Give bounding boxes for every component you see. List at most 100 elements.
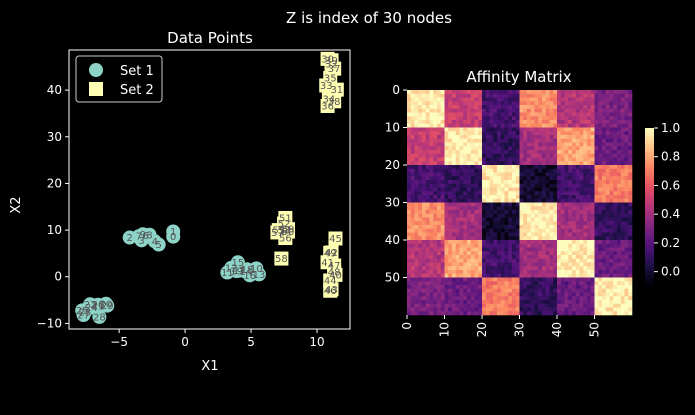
heatmap-cell bbox=[515, 157, 520, 162]
heatmap-cell bbox=[564, 285, 569, 290]
heatmap-cell bbox=[508, 138, 513, 143]
heatmap-cell bbox=[583, 135, 588, 140]
heatmap-cell bbox=[489, 105, 494, 110]
heatmap-cell bbox=[414, 273, 419, 278]
heatmap-cell bbox=[568, 285, 573, 290]
heatmap-cell bbox=[628, 157, 633, 162]
heatmap-cell bbox=[470, 120, 475, 125]
heatmap-cell bbox=[594, 187, 599, 192]
heatmap-cell bbox=[407, 292, 412, 297]
heatmap-cell bbox=[519, 217, 524, 222]
heatmap-cell bbox=[414, 180, 419, 185]
heatmap-cell bbox=[602, 292, 607, 297]
heatmap-cell bbox=[549, 240, 554, 245]
heatmap-cell bbox=[602, 180, 607, 185]
heatmap-cell bbox=[534, 120, 539, 125]
heatmap-cell bbox=[482, 221, 487, 226]
heatmap-cell bbox=[523, 288, 528, 293]
heatmap-cell bbox=[515, 131, 520, 136]
heatmap-cell bbox=[515, 296, 520, 301]
heatmap-cell bbox=[440, 277, 445, 282]
heatmap-cell bbox=[590, 262, 595, 267]
heatmap-cell bbox=[433, 258, 438, 263]
heatmap-cell bbox=[410, 296, 415, 301]
heatmap-cell bbox=[418, 228, 423, 233]
heatmap-cell bbox=[620, 146, 625, 151]
heatmap-cell bbox=[575, 206, 580, 211]
heatmap-cell bbox=[414, 153, 419, 158]
heatmap-cell bbox=[463, 232, 468, 237]
heatmap-cell bbox=[512, 303, 517, 308]
heatmap-cell bbox=[598, 176, 603, 181]
heatmap-cell bbox=[542, 161, 547, 166]
heatmap-cell bbox=[422, 187, 427, 192]
colorbar-segment bbox=[645, 154, 654, 158]
heatmap-cell bbox=[422, 236, 427, 241]
heatmap-cell bbox=[523, 165, 528, 170]
heatmap-cell bbox=[470, 127, 475, 132]
heatmap-cell bbox=[549, 210, 554, 215]
heatmap-cell bbox=[489, 232, 494, 237]
heatmap-cell bbox=[587, 221, 592, 226]
heatmap-cell bbox=[508, 236, 513, 241]
heatmap-cell bbox=[572, 112, 577, 117]
heatmap-cell bbox=[485, 296, 490, 301]
heatmap-cell bbox=[572, 108, 577, 113]
heatmap-cell bbox=[493, 150, 498, 155]
heatmap-cell bbox=[572, 247, 577, 252]
heatmap-cell bbox=[489, 168, 494, 173]
heatmap-cell bbox=[530, 247, 535, 252]
heatmap-cell bbox=[425, 123, 430, 128]
heatmap-cell bbox=[508, 266, 513, 271]
heatmap-cell bbox=[545, 232, 550, 237]
heatmap-cell bbox=[407, 93, 412, 98]
heatmap-cell bbox=[523, 206, 528, 211]
heatmap-cell bbox=[459, 150, 464, 155]
heatmap-cell bbox=[474, 146, 479, 151]
heatmap-cell bbox=[418, 187, 423, 192]
heatmap-cell bbox=[493, 195, 498, 200]
heatmap-cell bbox=[628, 116, 633, 121]
heatmap-cell bbox=[527, 108, 532, 113]
heatmap-cell bbox=[448, 262, 453, 267]
heatmap-cell bbox=[515, 232, 520, 237]
heatmap-cell bbox=[422, 195, 427, 200]
heatmap-cell bbox=[598, 90, 603, 95]
colorbar-segment bbox=[645, 233, 654, 237]
colorbar-segment bbox=[645, 283, 654, 287]
heatmap-cell bbox=[470, 300, 475, 305]
heatmap-cell bbox=[467, 266, 472, 271]
heatmap-cell bbox=[418, 105, 423, 110]
heatmap-cell bbox=[598, 236, 603, 241]
heatmap-cell bbox=[493, 262, 498, 267]
heatmap-cell bbox=[482, 161, 487, 166]
heatmap-cell bbox=[422, 202, 427, 207]
heatmap-cell bbox=[455, 112, 460, 117]
heatmap-cell bbox=[624, 90, 629, 95]
heatmap-cell bbox=[602, 232, 607, 237]
heatmap-cell bbox=[564, 165, 569, 170]
heatmap-cell bbox=[463, 180, 468, 185]
heatmap-cell bbox=[463, 131, 468, 136]
heatmap-cell bbox=[598, 300, 603, 305]
heatmap-cell bbox=[572, 202, 577, 207]
heatmap-cell bbox=[587, 258, 592, 263]
heatmap-cell bbox=[579, 243, 584, 248]
heatmap-cell bbox=[568, 270, 573, 275]
heatmap-cell bbox=[590, 232, 595, 237]
heatmap-cell bbox=[579, 288, 584, 293]
heatmap-cell bbox=[594, 195, 599, 200]
heatmap-cell bbox=[425, 127, 430, 132]
heatmap-cell bbox=[594, 93, 599, 98]
heatmap-cell bbox=[515, 277, 520, 282]
heatmap-cell bbox=[628, 165, 633, 170]
heatmap-cell bbox=[530, 112, 535, 117]
heatmap-cell bbox=[519, 303, 524, 308]
heatmap-cell bbox=[542, 292, 547, 297]
heatmap-cell bbox=[418, 138, 423, 143]
heatmap-cell bbox=[493, 93, 498, 98]
heatmap-cell bbox=[485, 127, 490, 132]
heatmap-cell bbox=[602, 150, 607, 155]
heatmap-cell bbox=[587, 288, 592, 293]
heatmap-cell bbox=[418, 176, 423, 181]
